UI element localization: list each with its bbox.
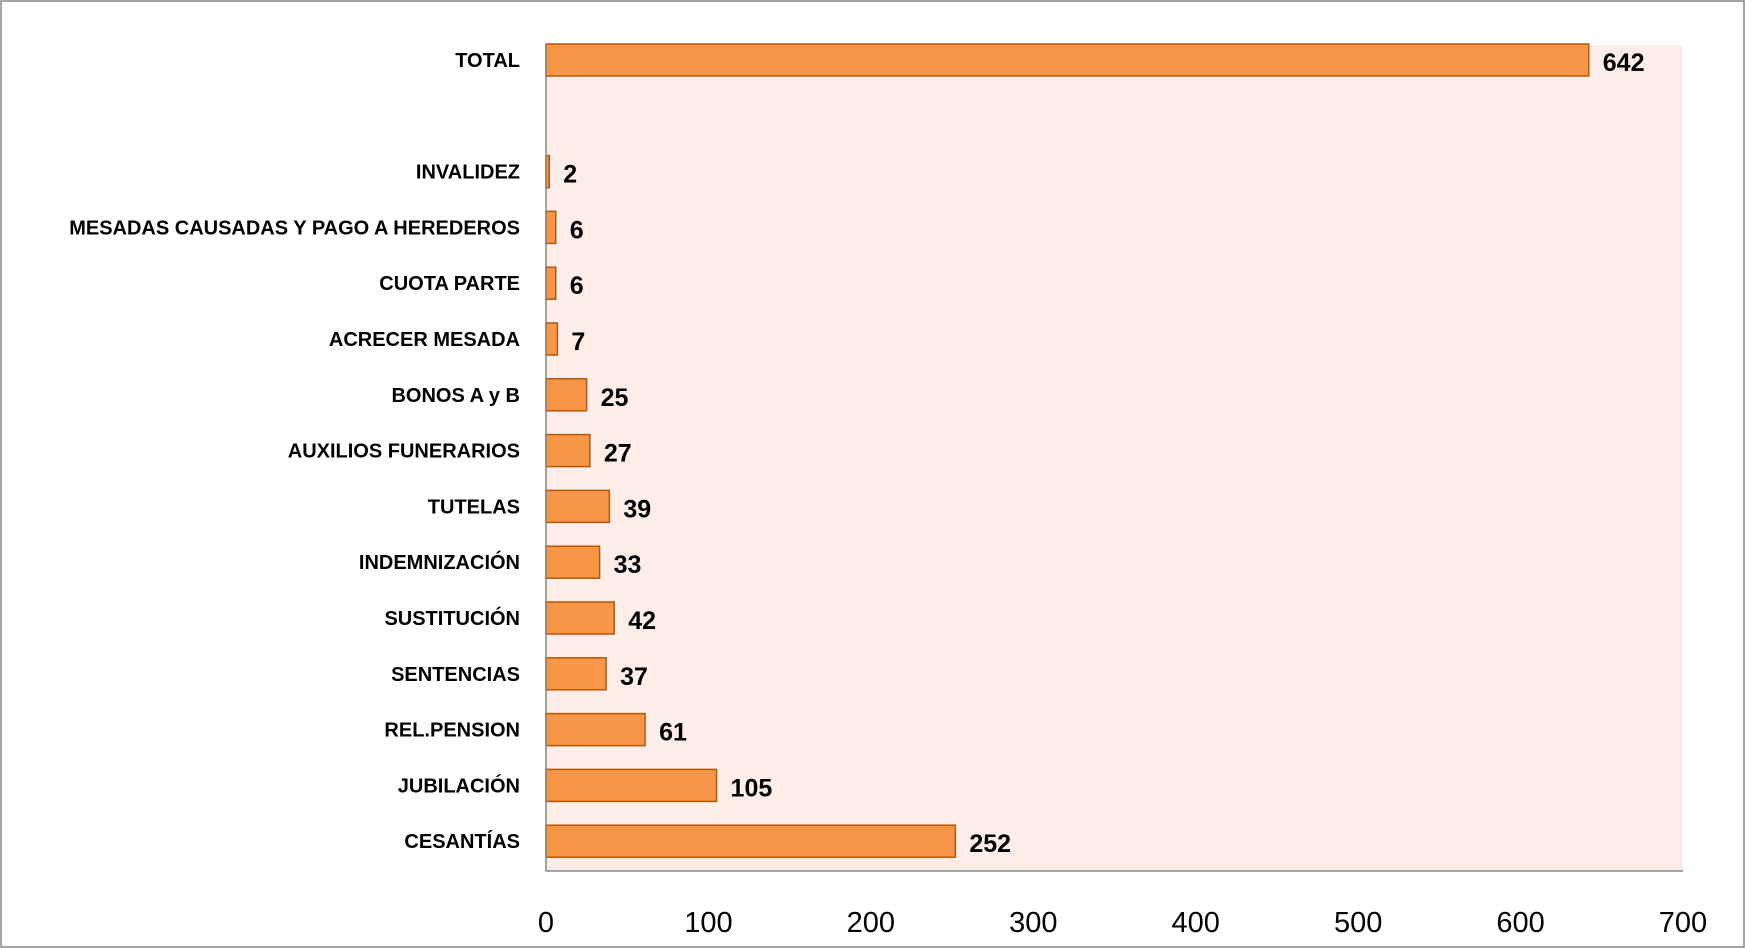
category-label-total: TOTAL [455,50,520,72]
x-tick-label-600: 600 [1496,907,1544,939]
data-label-rel-pension: 61 [659,719,687,747]
bar-cesantias [545,824,957,858]
data-label-invalidez: 2 [563,161,577,189]
category-label-sustitucion: SUSTITUCIÓN [384,606,520,630]
category-label-invalidez: INVALIDEZ [416,162,520,184]
category-labels: TOTAL INVALIDEZ MESADAS CAUSADAS Y PAGO A … [69,50,520,853]
bar-acrecer-mesada [545,322,559,356]
bar-auxilios-funerarios [545,433,591,468]
x-tick-label-200: 200 [847,907,895,939]
bar-tutelas [545,489,611,524]
data-label-auxilios-funerarios: 27 [604,440,632,468]
bar-mesadas-causadas-y-pago-a-herederos [545,210,557,245]
data-label-sentencias: 37 [620,663,648,691]
data-label-cesantias: 252 [969,830,1011,858]
x-tick-label-100: 100 [684,907,732,939]
bar-bonos-a-y-b [545,378,588,412]
bar-indemnizacion [545,545,601,579]
bar-cuota-parte [545,266,557,300]
bar-sentencias [545,657,607,691]
data-label-tutelas: 39 [623,495,651,523]
category-label-cesantias: CESANTÍAS [404,830,520,853]
data-label-jubilacion: 105 [731,774,773,802]
x-tick-label-300: 300 [1009,907,1057,939]
category-label-sentencias: SENTENCIAS [391,664,520,686]
x-axis-tick-labels: 0 100 200 300 400 500 600 700 [538,907,1707,939]
data-label-cuota-parte: 6 [570,272,584,300]
plot-area [546,45,1683,871]
bar-jubilacion [545,768,718,803]
data-label-bonos-a-y-b: 25 [601,384,629,412]
category-label-bonos-a-y-b: BONOS A y B [391,385,520,407]
category-label-tutelas: TUTELAS [428,496,520,518]
x-tick-label-400: 400 [1172,907,1220,939]
data-labels: 642 2 6 6 7 25 27 39 33 42 37 61 105 252 [563,49,1644,858]
category-label-cuota-parte: CUOTA PARTE [379,273,520,295]
category-label-indemnizacion: INDEMNIZACIÓN [359,550,520,574]
category-label-rel-pension: REL.PENSION [384,720,520,742]
x-tick-label-0: 0 [538,907,554,939]
data-label-indemnizacion: 33 [614,551,642,579]
data-label-mesadas-causadas-y-pago-a-herederos: 6 [570,216,584,244]
category-label-acrecer-mesada: ACRECER MESADA [329,329,520,351]
category-label-mesadas-causadas-y-pago-a-herederos: MESADAS CAUSADAS Y PAGO A HEREDEROS [69,217,520,239]
category-label-jubilacion: JUBILACIÓN [398,773,520,797]
category-label-auxilios-funerarios: AUXILIOS FUNERARIOS [288,441,520,463]
data-label-sustitucion: 42 [628,607,656,635]
x-tick-label-700: 700 [1659,907,1707,939]
bar-sustitucion [545,601,615,635]
bar-rel-pension [545,712,646,747]
data-label-acrecer-mesada: 7 [571,328,585,356]
x-tick-label-500: 500 [1334,907,1382,939]
bar-total [545,43,1590,77]
data-label-total: 642 [1603,49,1645,77]
